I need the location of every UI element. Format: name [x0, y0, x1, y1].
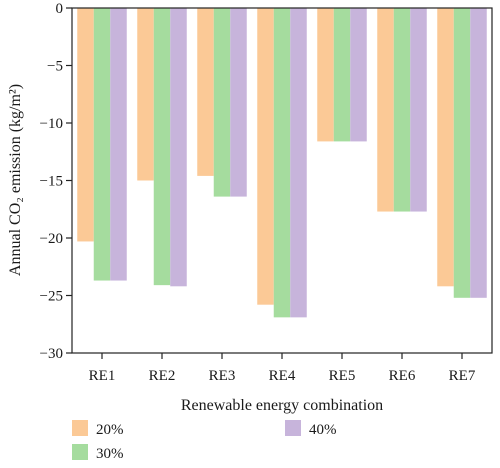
bar-re3-30pct: [213, 8, 231, 197]
bar-re5-20pct: [317, 8, 334, 142]
legend-label-30pct: 30%: [96, 446, 124, 462]
bar-re2-20pct: [137, 8, 154, 181]
bar-re7-30pct: [453, 8, 471, 298]
bar-re7-20pct: [437, 8, 454, 287]
x-tick-label-re3: RE3: [209, 368, 236, 384]
x-tick-label-re6: RE6: [389, 368, 416, 384]
bar-re1-20pct: [77, 8, 94, 242]
bar-re2-40pct: [170, 8, 187, 287]
bar-re2-30pct: [153, 8, 171, 286]
y-tick-label: −5: [47, 59, 63, 75]
bar-re3-40pct: [230, 8, 247, 197]
bar-re4-30pct: [273, 8, 291, 318]
bar-re3-20pct: [197, 8, 214, 176]
bar-re7-40pct: [470, 8, 487, 298]
bar-re4-20pct: [257, 8, 274, 305]
bar-re1-40pct: [110, 8, 127, 281]
x-tick-label-re7: RE7: [449, 368, 476, 384]
bar-re6-30pct: [393, 8, 411, 212]
bar-re6-40pct: [410, 8, 427, 212]
x-axis-title: Renewable energy combination: [181, 397, 383, 414]
x-tick-label-re2: RE2: [149, 368, 176, 384]
legend: 20% 30% 40%: [72, 420, 337, 462]
bar-re5-40pct: [350, 8, 367, 142]
x-tick-label-re4: RE4: [269, 368, 296, 384]
y-tick-label: −10: [40, 116, 63, 132]
x-tick-label-re1: RE1: [89, 368, 116, 384]
legend-label-20pct: 20%: [96, 422, 124, 438]
legend-swatch-40pct: [285, 420, 301, 436]
y-tick-label: −25: [40, 289, 63, 305]
x-tick-label-re5: RE5: [329, 368, 356, 384]
y-tick-label: 0: [56, 1, 64, 17]
legend-swatch-30pct: [72, 444, 88, 460]
y-tick-label: −30: [40, 346, 63, 362]
legend-label-40pct: 40%: [309, 422, 337, 438]
y-tick-label: −20: [40, 231, 63, 247]
bar-re5-30pct: [333, 8, 351, 142]
legend-swatch-20pct: [72, 420, 88, 436]
bar-re6-20pct: [377, 8, 394, 212]
y-axis-title: Annual CO₂ emission (kg/m²): [7, 84, 24, 276]
bars-group: [77, 8, 487, 318]
bar-re4-40pct: [290, 8, 307, 318]
bar-re1-30pct: [93, 8, 111, 281]
axes-group: 0 −5 −10 −15 −20 −25 −30 RE1 RE2 RE3 RE4 RE5 RE6 RE7: [40, 1, 493, 384]
y-tick-label: −15: [40, 174, 63, 190]
